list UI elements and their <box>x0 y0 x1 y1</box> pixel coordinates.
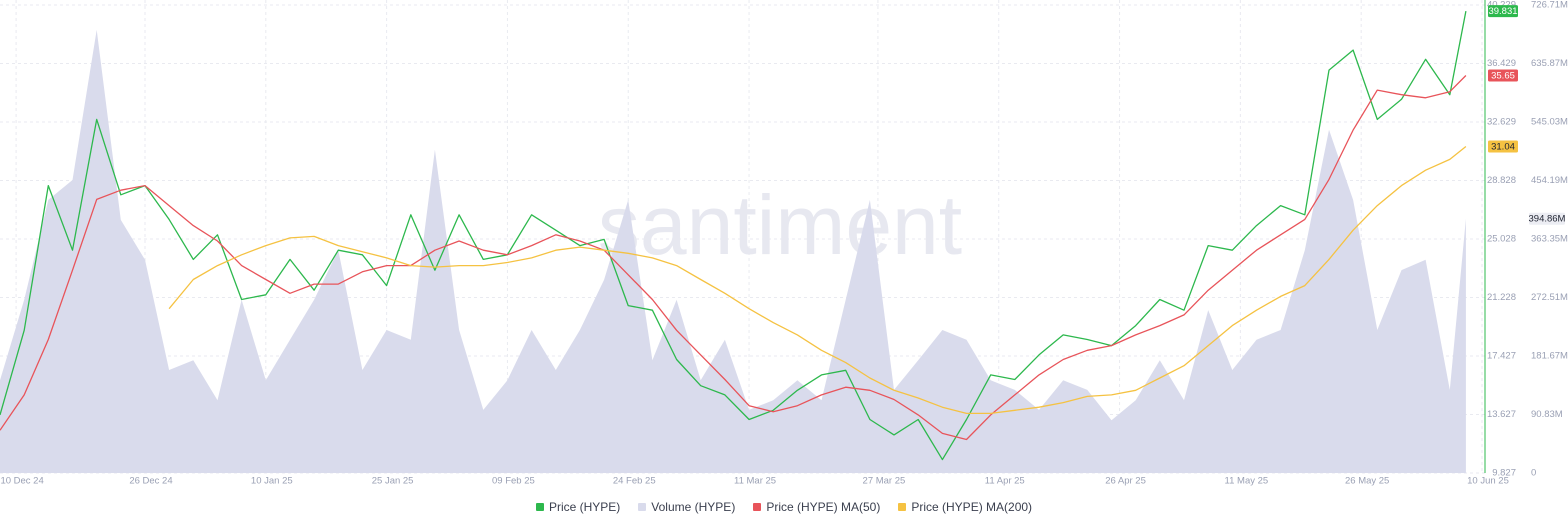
x-tick-label: 24 Feb 25 <box>613 476 656 487</box>
legend-label: Price (HYPE) MA(200) <box>911 500 1033 514</box>
x-tick-label: 26 Apr 25 <box>1105 476 1146 487</box>
value-badge <box>1488 140 1518 153</box>
y-tick-label: 9.827 <box>1492 468 1516 479</box>
value-badge-label: 39.831 <box>1488 6 1517 17</box>
x-tick-label: 11 Apr 25 <box>985 476 1025 487</box>
legend: Price (HYPE) Volume (HYPE) Price (HYPE) MA… <box>0 500 1568 514</box>
legend-label: Price (HYPE) MA(50) <box>766 500 881 514</box>
x-tick-label: 09 Feb 25 <box>492 476 535 487</box>
series-line <box>168 145 1467 415</box>
watermark: santiment <box>598 178 962 272</box>
value-badge <box>1488 69 1518 82</box>
y-tick-label: 21.228 <box>1487 292 1516 303</box>
y-tick-label: 13.627 <box>1487 409 1516 420</box>
legend-label: Volume (HYPE) <box>651 500 736 514</box>
x-tick-label: 27 Mar 25 <box>863 476 906 487</box>
value-badge <box>1529 212 1565 225</box>
x-tick-label: 25 Jan 25 <box>372 476 414 487</box>
x-tick-label: 11 Mar 25 <box>734 476 776 487</box>
value-badge <box>1488 5 1518 18</box>
y-tick-label: 36.429 <box>1487 58 1516 69</box>
value-badge-label: 35.65 <box>1491 71 1515 82</box>
value-badge-label: 394.86M <box>1529 214 1566 225</box>
value-badge-label: 31.04 <box>1491 141 1515 152</box>
x-tick-label: 10 Jan 25 <box>251 476 293 487</box>
chart: santiment 10 Dec 24 26 Dec 24 10 Jan 25 25 J… <box>0 0 1568 487</box>
y2-tick-label: 545.03M <box>1531 117 1568 128</box>
y2-tick-label: 454.19M <box>1531 175 1568 186</box>
x-tick-label: 26 May 25 <box>1345 476 1389 487</box>
legend-label: Price (HYPE) <box>548 500 621 514</box>
legend-swatch <box>753 503 762 511</box>
y2-tick-label: 272.51M <box>1531 292 1568 303</box>
legend-item[interactable]: Price (HYPE) <box>535 500 621 514</box>
x-tick-label: 10 Dec 24 <box>0 476 43 487</box>
legend-swatch <box>898 503 907 511</box>
y2-tick-label: 363.35M <box>1531 234 1568 245</box>
y-tick-label: 28.828 <box>1487 175 1516 186</box>
y2-tick-label: 726.71M <box>1531 0 1568 11</box>
legend-item[interactable]: Price (HYPE) MA(200) <box>898 500 1032 514</box>
legend-swatch <box>638 503 647 511</box>
series-line <box>0 10 1467 461</box>
x-tick-label: 11 May 25 <box>1225 476 1269 487</box>
y-tick-label: 32.629 <box>1487 117 1516 128</box>
legend-swatch <box>535 503 544 511</box>
legend-item[interactable]: Volume (HYPE) <box>638 500 735 514</box>
y2-tick-label: 0 <box>1531 468 1536 479</box>
legend-item[interactable]: Price (HYPE) MA(50) <box>753 500 880 514</box>
y2-tick-label: 635.87M <box>1531 58 1568 69</box>
volume-area <box>0 29 1466 474</box>
x-tick-label: 10 Jun 25 <box>1467 476 1509 487</box>
y2-tick-label: 90.83M <box>1531 409 1563 420</box>
series-line <box>0 75 1467 441</box>
y2-tick-label: 181.67M <box>1531 351 1568 362</box>
y-tick-label: 17.427 <box>1487 351 1516 362</box>
x-tick-label: 26 Dec 24 <box>129 476 172 487</box>
y-tick-label: 25.028 <box>1487 234 1516 245</box>
